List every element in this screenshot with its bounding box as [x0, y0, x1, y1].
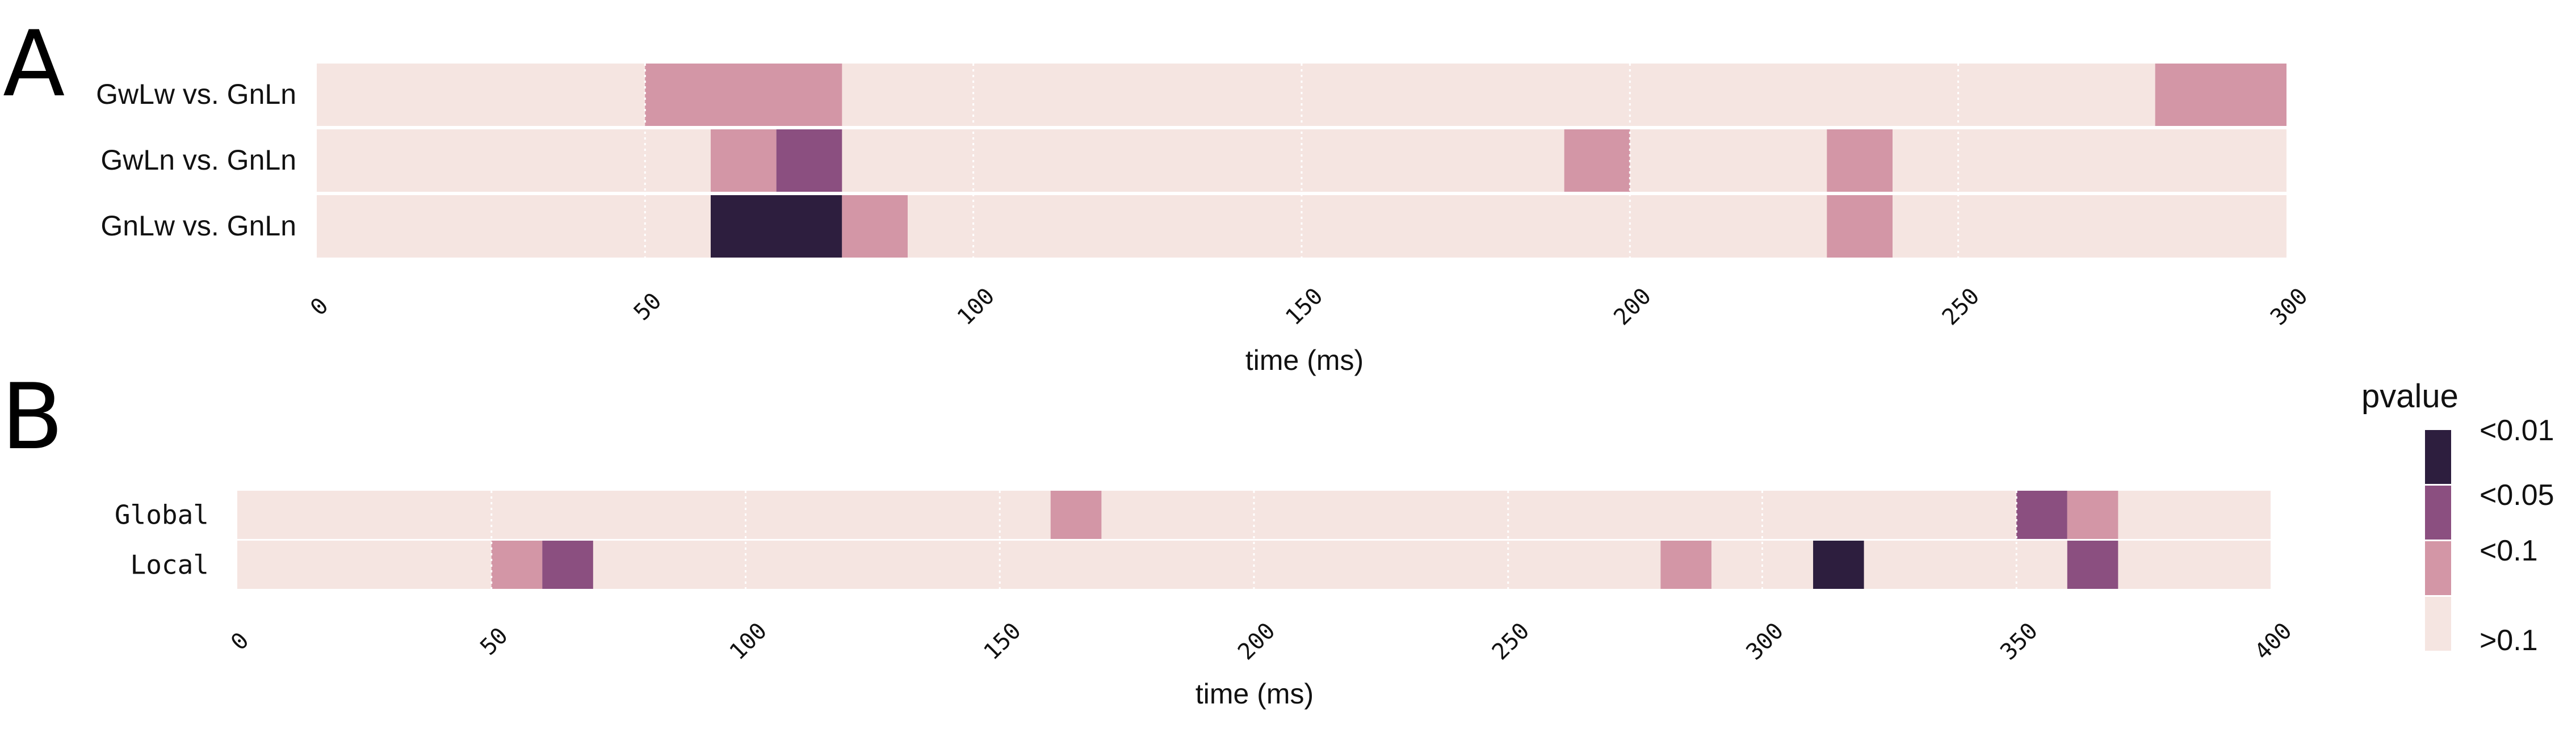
- heatmap-cell: [776, 129, 842, 192]
- row-label: GnLw vs. GnLn: [100, 210, 296, 242]
- row-label: GwLw vs. GnLn: [96, 78, 296, 110]
- heatmap-cell: [1050, 491, 1102, 539]
- x-tick-label: 100: [724, 618, 772, 665]
- legend-swatch: [2425, 541, 2451, 595]
- heatmap-cell: [2155, 64, 2286, 126]
- x-tick-label: 350: [1995, 618, 2043, 665]
- row-background: [317, 195, 2286, 258]
- x-tick-label: 400: [2250, 618, 2297, 665]
- row-label: GwLn vs. GnLn: [100, 144, 296, 176]
- legend-label: >0.1: [2479, 624, 2538, 657]
- heatmap-cell: [711, 129, 777, 192]
- legend-label: <0.05: [2479, 479, 2554, 512]
- panel-a-xlabel: time (ms): [1245, 344, 1363, 376]
- legend-swatch: [2425, 597, 2451, 651]
- x-tick-label: 300: [2265, 283, 2313, 331]
- heatmap-cell: [491, 541, 543, 589]
- x-tick-label: 200: [1609, 283, 1656, 331]
- x-tick-label: 100: [953, 283, 1000, 331]
- panel-b-xlabel: time (ms): [1195, 678, 1314, 710]
- x-tick-label: 0: [226, 627, 254, 656]
- x-tick-label: 300: [1742, 618, 1789, 665]
- legend-label: <0.1: [2479, 534, 2538, 567]
- row-label: Local: [131, 550, 209, 580]
- heatmap-cell: [2067, 541, 2118, 589]
- heatmap-cell: [711, 195, 842, 258]
- heatmap-cell: [542, 541, 593, 589]
- x-tick-label: 150: [979, 618, 1026, 665]
- x-tick-label: 250: [1937, 283, 1985, 331]
- panel-b-heatmap: Global Local 0 50 100 150 200 250 300 350 400: [115, 491, 2297, 665]
- heatmap-cell: [2016, 491, 2067, 539]
- row-label: Global: [115, 500, 209, 530]
- x-tick-label: 250: [1487, 618, 1535, 665]
- legend-swatch: [2425, 486, 2451, 540]
- panel-a-letter: A: [3, 11, 65, 117]
- heatmap-cell: [1564, 129, 1630, 192]
- legend-label: <0.01: [2479, 414, 2554, 447]
- panel-b-letter: B: [1, 364, 64, 470]
- legend-swatch: [2425, 430, 2451, 484]
- panel-a-heatmap: GwLw vs. GnLn GwLn vs. GnLn GnLw vs. GnLn 0…: [96, 64, 2313, 331]
- x-tick-label: 50: [629, 288, 667, 326]
- heatmap-cell: [842, 195, 908, 258]
- x-tick-label: 200: [1233, 618, 1281, 665]
- heatmap-cell: [1827, 129, 1893, 192]
- x-tick-label: 50: [475, 623, 513, 661]
- x-tick-label: 150: [1281, 283, 1328, 331]
- heatmap-cell: [1660, 541, 1711, 589]
- x-tick-label: 0: [305, 293, 334, 321]
- heatmap-cell: [2067, 491, 2118, 539]
- heatmap-cell: [1827, 195, 1893, 258]
- heatmap-cell: [1813, 541, 1864, 589]
- legend: <0.01 <0.05 <0.1 >0.1: [2425, 414, 2554, 657]
- heatmap-cell: [645, 64, 842, 126]
- legend-title: pvalue: [2361, 378, 2458, 415]
